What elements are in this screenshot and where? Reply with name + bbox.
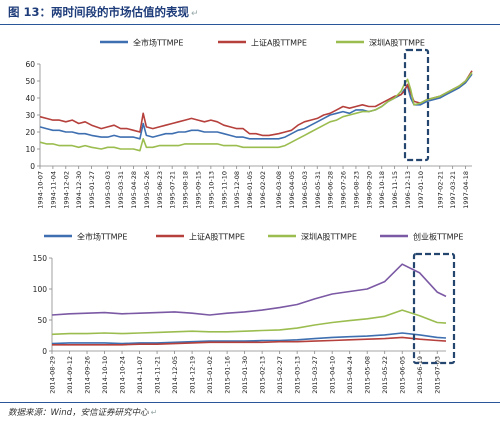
x-tick-label: 1996-10-18: [378, 171, 386, 209]
x-tick-label: 1995-01-27: [88, 171, 96, 209]
x-tick-label: 1996-06-28: [327, 171, 335, 209]
legend-label: 深圳A股TTMPE: [369, 38, 425, 48]
x-tick-label: 1996-05-03: [301, 171, 309, 209]
x-tick-label: 1994-12-02: [62, 171, 70, 209]
x-tick-label: 2014-12-19: [189, 356, 197, 394]
x-tick-label: 1996-05-31: [314, 171, 322, 209]
x-tick-label: 2014-10-24: [119, 356, 127, 394]
x-tick-label: 1996-01-05: [246, 171, 254, 209]
x-tick-label: 2015-04-24: [346, 356, 354, 394]
x-tick-label: 1996-11-15: [391, 171, 399, 209]
x-tick-label: 2015-05-08: [364, 356, 372, 394]
x-tick-label: 2014-09-12: [66, 356, 74, 394]
legend-label: 全市场TTMPE: [133, 38, 183, 48]
figure-caption: 图 13：两时间段的市场估值的表现 ↵: [8, 4, 199, 20]
bottom-rule: [0, 402, 500, 403]
legend-label: 深圳A股TTMPE: [301, 232, 357, 242]
source-text: 数据来源：Wind，安信证券研究中心: [8, 408, 149, 418]
legend-label: 上证A股TTMPE: [189, 233, 245, 242]
x-tick-label: 1994-12-30: [75, 171, 83, 209]
x-tick-label: 1996-07-26: [340, 171, 348, 209]
x-tick-label: 1995-09-15: [194, 171, 202, 209]
x-tick-label: 2015-02-27: [276, 356, 284, 394]
x-tick-label: 2015-02-13: [259, 356, 267, 394]
series-line: [39, 70, 473, 137]
x-tick-label: 1995-05-26: [143, 171, 151, 209]
y-tick-label: 0: [42, 347, 47, 356]
chart-bottom: 全市场TTMPE 上证A股TTMPE 深圳A股TTMPE 创业板TTMPE 0 50 100…: [33, 232, 464, 394]
series-line: [51, 263, 447, 316]
legend-label: 上证A股TTMPE: [251, 39, 307, 48]
x-tick-label: 1995-11-10: [220, 171, 228, 209]
y-tick-label: 50: [25, 77, 35, 86]
y-tick-label: 60: [25, 60, 35, 69]
x-tick-label: 1995-08-18: [182, 171, 190, 209]
y-tick-label: 50: [37, 316, 47, 325]
x-tick-label: 2015-01-30: [241, 356, 249, 394]
y-tick-label: 100: [33, 285, 48, 294]
x-tick-label: 2014-11-07: [136, 356, 144, 394]
x-tick-label: 2014-10-10: [101, 356, 109, 394]
x-tick-label: 1995-04-28: [130, 171, 138, 209]
x-tick-label: 1997-04-18: [462, 171, 470, 209]
x-tick-label: 2015-01-02: [206, 356, 214, 394]
y-tick-label: 30: [25, 111, 35, 120]
paragraph-mark-icon: ↵: [150, 408, 158, 417]
x-tick-label: 1996-12-13: [404, 171, 412, 209]
x-tick-label: 2015-06-05: [399, 356, 407, 394]
x-tick-label: 1995-06-23: [156, 171, 164, 209]
legend-label: 全市场TTMPE: [77, 232, 127, 242]
series-line: [51, 332, 447, 345]
highlight-box: [412, 252, 456, 365]
x-tick-label: 1994-11-04: [49, 171, 57, 209]
x-tick-label: 1996-04-05: [288, 171, 296, 209]
x-tick-label: 1995-10-13: [207, 171, 215, 209]
x-tick-label: 1995-12-08: [233, 171, 241, 209]
legend-label: 创业板TTMPE: [413, 232, 463, 242]
series-line: [39, 72, 473, 152]
y-tick-label: 20: [25, 128, 35, 137]
x-tick-label: 1996-09-20: [365, 171, 373, 209]
highlight-box: [403, 48, 430, 162]
paragraph-mark-icon: ↵: [191, 9, 199, 19]
x-tick-label: 2015-04-10: [329, 356, 337, 394]
series-line: [51, 309, 447, 336]
y-tick-label: 0: [30, 162, 35, 171]
y-tick-label: 10: [25, 145, 35, 154]
x-tick-label: 2014-09-26: [84, 356, 92, 394]
x-tick-label: 2014-12-05: [171, 356, 179, 394]
x-tick-label: 1997-02-21: [436, 171, 444, 209]
x-tick-label: 2015-03-27: [311, 356, 319, 394]
x-tick-label: 2014-11-21: [154, 356, 162, 394]
x-tick-label: 1995-07-21: [169, 171, 177, 209]
x-tick-label: 2015-01-16: [224, 356, 232, 394]
x-tick-label: 1997-01-10: [417, 171, 425, 209]
chart-top: 全市场TTMPE 上证A股TTMPE 深圳A股TTMPE 0 10 20 30 40 50 60 1…: [25, 38, 473, 209]
x-tick-label: 1996-08-23: [352, 171, 360, 209]
series-line: [52, 336, 447, 346]
y-tick-label: 150: [33, 254, 48, 263]
caption-bar: [0, 0, 500, 25]
x-tick-label: 1995-03-03: [104, 171, 112, 209]
x-tick-label: 1996-03-08: [275, 171, 283, 209]
figure-caption-text: 图 13：两时间段的市场估值的表现: [8, 5, 190, 19]
x-tick-label: 2015-06-19: [416, 356, 424, 394]
x-tick-label: 1995-03-31: [117, 171, 125, 209]
x-tick-label: 2015-07-03: [434, 356, 442, 394]
x-tick-label: 2014-08-29: [49, 356, 57, 394]
x-tick-label: 2015-03-13: [294, 356, 302, 394]
x-tick-label: 1996-02-02: [259, 171, 267, 209]
y-tick-label: 40: [25, 94, 35, 103]
x-tick-label: 2015-05-22: [381, 356, 389, 394]
source-note: 数据来源：Wind，安信证券研究中心 ↵: [8, 406, 157, 418]
x-tick-label: 1997-03-21: [449, 171, 457, 209]
x-tick-label: 1994-10-07: [37, 171, 45, 209]
